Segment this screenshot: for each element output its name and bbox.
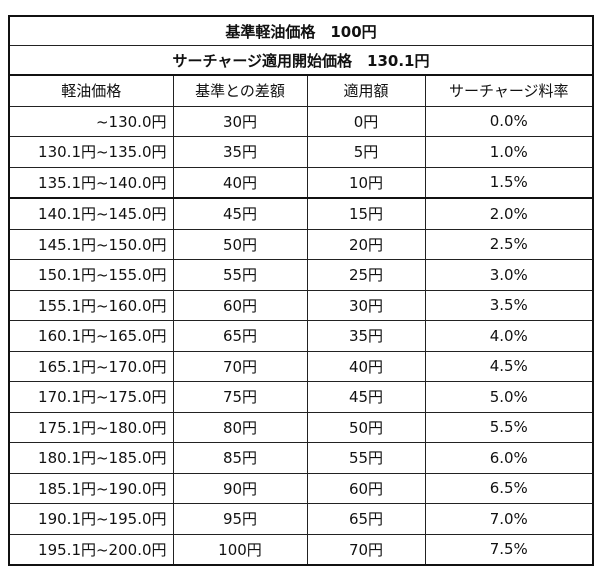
difference-cell: 95円 — [172, 503, 308, 535]
base-price-row: 基準軽油価格 100円 — [8, 15, 594, 46]
table-row: ~130.0円 30円 0円 0.0% — [8, 105, 594, 137]
fuel-price-cell: 130.1円~135.0円 — [8, 136, 174, 168]
surcharge-rate-cell: 1.0% — [424, 136, 594, 168]
fuel-price-cell: 185.1円~190.0円 — [8, 472, 174, 504]
fuel-price-cell: 180.1円~185.0円 — [8, 442, 174, 474]
fuel-price-cell: 170.1円~175.0円 — [8, 381, 174, 413]
table-row: 170.1円~175.0円 75円 45円 5.0% — [8, 381, 594, 413]
applied-amount-cell: 20円 — [306, 228, 426, 260]
difference-cell: 80円 — [172, 411, 308, 443]
applied-amount-cell: 30円 — [306, 289, 426, 321]
column-header-row: 軽油価格 基準との差額 適用額 サーチャージ料率 — [8, 74, 594, 107]
fuel-price-cell: 195.1円~200.0円 — [8, 533, 174, 566]
difference-cell: 65円 — [172, 320, 308, 352]
fuel-price-cell: 160.1円~165.0円 — [8, 320, 174, 352]
fuel-price-cell: 135.1円~140.0円 — [8, 166, 174, 199]
difference-cell: 75円 — [172, 381, 308, 413]
surcharge-rate-cell: 2.5% — [424, 228, 594, 260]
difference-cell: 40円 — [172, 166, 308, 199]
fuel-surcharge-table: 基準軽油価格 100円 サーチャージ適用開始価格 130.1円 軽油価格 基準と… — [8, 15, 594, 566]
surcharge-rate-cell: 4.5% — [424, 350, 594, 382]
fuel-price-cell: ~130.0円 — [8, 105, 174, 137]
surcharge-rate-cell: 4.0% — [424, 320, 594, 352]
applied-amount-cell: 70円 — [306, 533, 426, 566]
difference-cell: 60円 — [172, 289, 308, 321]
applied-amount-cell: 35円 — [306, 320, 426, 352]
table-row: 190.1円~195.0円 95円 65円 7.0% — [8, 503, 594, 535]
surcharge-rate-cell: 7.5% — [424, 533, 594, 566]
fuel-price-cell: 145.1円~150.0円 — [8, 228, 174, 260]
applied-amount-cell: 0円 — [306, 105, 426, 137]
column-header-difference: 基準との差額 — [172, 74, 308, 107]
fuel-price-cell: 165.1円~170.0円 — [8, 350, 174, 382]
difference-cell: 90円 — [172, 472, 308, 504]
table-row: 155.1円~160.0円 60円 30円 3.5% — [8, 289, 594, 321]
start-price-title: サーチャージ適用開始価格 130.1円 — [8, 45, 594, 76]
table-row: 130.1円~135.0円 35円 5円 1.0% — [8, 136, 594, 168]
applied-amount-cell: 50円 — [306, 411, 426, 443]
table-row: 175.1円~180.0円 80円 50円 5.5% — [8, 411, 594, 443]
surcharge-rate-cell: 7.0% — [424, 503, 594, 535]
difference-cell: 30円 — [172, 105, 308, 137]
surcharge-rate-cell: 1.5% — [424, 166, 594, 199]
applied-amount-cell: 40円 — [306, 350, 426, 382]
fuel-price-cell: 190.1円~195.0円 — [8, 503, 174, 535]
table-row: 185.1円~190.0円 90円 60円 6.5% — [8, 472, 594, 504]
column-header-applied-amount: 適用額 — [306, 74, 426, 107]
surcharge-rate-cell: 5.0% — [424, 381, 594, 413]
surcharge-rate-cell: 6.5% — [424, 472, 594, 504]
table-row: 135.1円~140.0円 40円 10円 1.5% — [8, 166, 594, 199]
difference-cell: 35円 — [172, 136, 308, 168]
difference-cell: 85円 — [172, 442, 308, 474]
difference-cell: 45円 — [172, 197, 308, 230]
table-row: 145.1円~150.0円 50円 20円 2.5% — [8, 228, 594, 260]
fuel-price-cell: 150.1円~155.0円 — [8, 259, 174, 291]
applied-amount-cell: 65円 — [306, 503, 426, 535]
surcharge-rate-cell: 5.5% — [424, 411, 594, 443]
fuel-price-cell: 155.1円~160.0円 — [8, 289, 174, 321]
difference-cell: 100円 — [172, 533, 308, 566]
fuel-price-cell: 140.1円~145.0円 — [8, 197, 174, 230]
surcharge-rate-cell: 0.0% — [424, 105, 594, 137]
applied-amount-cell: 60円 — [306, 472, 426, 504]
table-row: 195.1円~200.0円 100円 70円 7.5% — [8, 533, 594, 566]
table-row: 140.1円~145.0円 45円 15円 2.0% — [8, 197, 594, 230]
applied-amount-cell: 5円 — [306, 136, 426, 168]
column-header-surcharge-rate: サーチャージ料率 — [424, 74, 594, 107]
difference-cell: 50円 — [172, 228, 308, 260]
column-header-fuel-price: 軽油価格 — [8, 74, 174, 107]
difference-cell: 55円 — [172, 259, 308, 291]
fuel-price-cell: 175.1円~180.0円 — [8, 411, 174, 443]
base-price-title: 基準軽油価格 100円 — [8, 15, 594, 46]
start-price-row: サーチャージ適用開始価格 130.1円 — [8, 45, 594, 76]
difference-cell: 70円 — [172, 350, 308, 382]
table-row: 180.1円~185.0円 85円 55円 6.0% — [8, 442, 594, 474]
surcharge-rate-cell: 2.0% — [424, 197, 594, 230]
surcharge-rate-cell: 6.0% — [424, 442, 594, 474]
applied-amount-cell: 45円 — [306, 381, 426, 413]
surcharge-rate-cell: 3.5% — [424, 289, 594, 321]
applied-amount-cell: 15円 — [306, 197, 426, 230]
surcharge-table-container: 基準軽油価格 100円 サーチャージ適用開始価格 130.1円 軽油価格 基準と… — [8, 15, 594, 566]
applied-amount-cell: 25円 — [306, 259, 426, 291]
applied-amount-cell: 10円 — [306, 166, 426, 199]
table-row: 165.1円~170.0円 70円 40円 4.5% — [8, 350, 594, 382]
surcharge-rate-cell: 3.0% — [424, 259, 594, 291]
table-row: 160.1円~165.0円 65円 35円 4.0% — [8, 320, 594, 352]
table-row: 150.1円~155.0円 55円 25円 3.0% — [8, 259, 594, 291]
applied-amount-cell: 55円 — [306, 442, 426, 474]
